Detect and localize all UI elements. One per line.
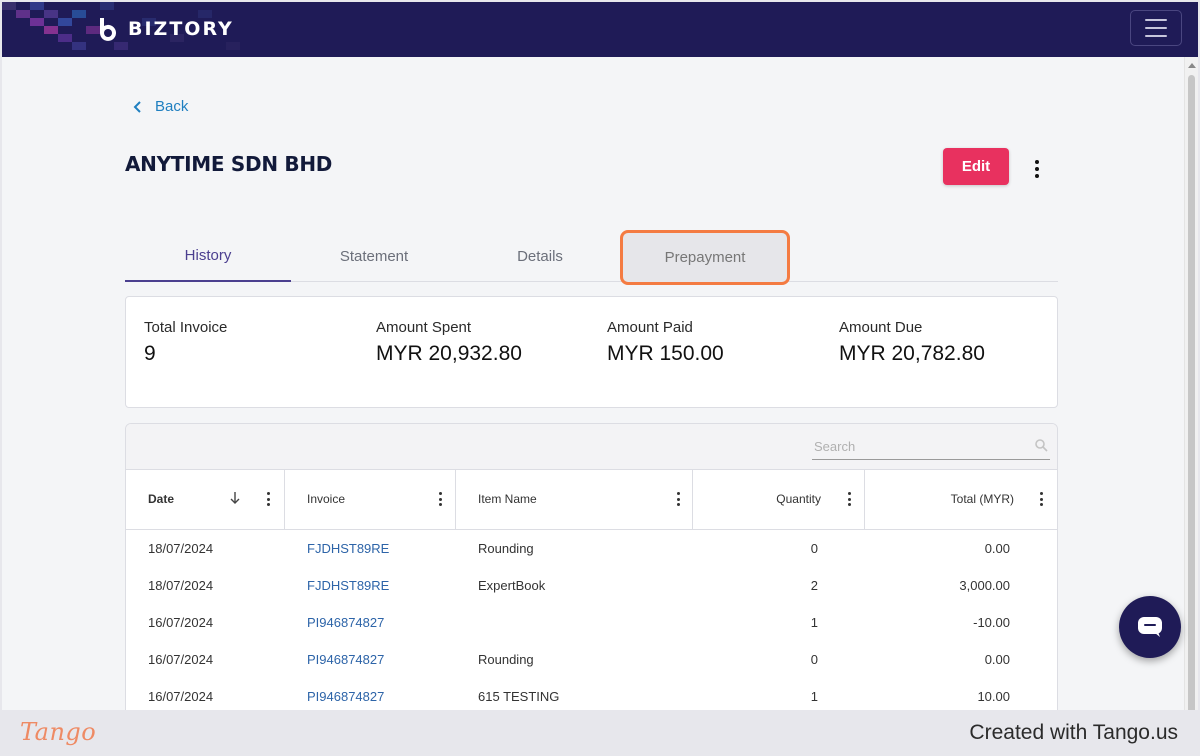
cell-item-name: ExpertBook — [478, 578, 546, 593]
column-menu-icon[interactable] — [264, 492, 272, 506]
summary-card: Total Invoice 9 Amount Spent MYR 20,932.… — [125, 296, 1058, 408]
cell-total: 10.00 — [977, 689, 1010, 704]
stat-label: Total Invoice — [144, 319, 228, 336]
tab-prepayment[interactable]: Prepayment — [620, 230, 790, 285]
column-menu-icon[interactable] — [674, 492, 682, 506]
brand-logo[interactable]: BIZTORY — [94, 15, 234, 43]
sort-descending-icon[interactable] — [229, 491, 241, 505]
tab-statement[interactable]: Statement — [339, 247, 409, 265]
tab-bar: History Statement Details Prepayment — [125, 230, 1058, 285]
edit-button[interactable]: Edit — [943, 148, 1009, 185]
cell-total: 3,000.00 — [959, 578, 1010, 593]
table-row[interactable]: 18/07/2024 FJDHST89RE Rounding 0 0.00 — [126, 530, 1057, 567]
column-menu-icon[interactable] — [1037, 492, 1045, 506]
column-header-quantity[interactable]: Quantity — [693, 470, 865, 530]
column-header-date[interactable]: Date — [126, 470, 285, 530]
cell-item-name: Rounding — [478, 652, 534, 667]
stat-amount-spent: Amount Spent MYR 20,932.80 — [376, 319, 536, 367]
column-header-invoice[interactable]: Invoice — [285, 470, 456, 530]
hamburger-line — [1145, 35, 1167, 37]
column-label: Total (MYR) — [950, 492, 1014, 506]
cell-date: 18/07/2024 — [148, 541, 214, 556]
invoice-link[interactable]: FJDHST89RE — [307, 541, 390, 556]
app-window: BIZTORY Back ANYTIME SDN BHD Edit Histor… — [2, 2, 1198, 710]
more-options-icon[interactable] — [1027, 158, 1047, 180]
page-scrollbar[interactable] — [1184, 57, 1198, 710]
column-menu-icon[interactable] — [436, 492, 444, 506]
invoice-link[interactable]: PI946874827 — [307, 689, 385, 704]
column-header-item-name[interactable]: Item Name — [456, 470, 693, 530]
chevron-left-icon — [133, 100, 141, 113]
stat-total-invoice: Total Invoice 9 — [144, 319, 304, 367]
hamburger-line — [1145, 19, 1167, 21]
scrollbar-thumb[interactable] — [1188, 75, 1195, 710]
stat-value: 9 — [144, 342, 156, 365]
column-label: Item Name — [478, 492, 537, 506]
stat-label: Amount Spent — [376, 319, 472, 336]
tango-logo: Tango — [20, 718, 97, 746]
chat-support-button[interactable] — [1119, 596, 1181, 658]
stat-label: Amount Due — [839, 319, 923, 336]
search-icon[interactable] — [1034, 438, 1048, 452]
scroll-up-arrow-icon[interactable] — [1188, 63, 1196, 68]
column-label: Invoice — [307, 492, 346, 506]
cell-quantity: 1 — [810, 615, 818, 630]
cell-date: 16/07/2024 — [148, 652, 214, 667]
cell-total: 0.00 — [984, 541, 1010, 556]
stat-value: MYR 150.00 — [607, 342, 724, 365]
tab-details[interactable]: Details — [517, 247, 563, 265]
table-row[interactable]: 16/07/2024 PI946874827 615 TESTING 1 10.… — [126, 678, 1057, 710]
stat-value: MYR 20,932.80 — [376, 342, 522, 365]
invoice-link[interactable]: FJDHST89RE — [307, 578, 390, 593]
top-navbar: BIZTORY — [2, 2, 1198, 57]
table-header: Date Invoice Item Name Quantity Tota — [126, 470, 1057, 530]
stat-amount-paid: Amount Paid MYR 150.00 — [607, 319, 767, 367]
column-label: Quantity — [776, 492, 821, 506]
menu-toggle-button[interactable] — [1130, 10, 1182, 46]
cell-item-name: Rounding — [478, 541, 534, 556]
cell-date: 18/07/2024 — [148, 578, 214, 593]
cell-item-name: 615 TESTING — [478, 689, 560, 704]
back-link[interactable]: Back — [133, 98, 188, 115]
table-toolbar — [126, 424, 1057, 470]
history-table: Date Invoice Item Name Quantity Tota — [125, 423, 1058, 710]
pixel-pattern-decoration — [2, 2, 240, 50]
table-row[interactable]: 18/07/2024 FJDHST89RE ExpertBook 2 3,000… — [126, 567, 1057, 604]
cell-quantity: 2 — [810, 578, 818, 593]
cell-date: 16/07/2024 — [148, 689, 214, 704]
column-label: Date — [148, 492, 175, 506]
search-input[interactable] — [812, 434, 1050, 460]
cell-total: 0.00 — [984, 652, 1010, 667]
stat-amount-due: Amount Due MYR 20,782.80 — [839, 319, 999, 367]
hamburger-line — [1145, 27, 1167, 29]
tab-history[interactable]: History — [125, 230, 291, 282]
cell-date: 16/07/2024 — [148, 615, 214, 630]
invoice-link[interactable]: PI946874827 — [307, 652, 385, 667]
brand-name: BIZTORY — [128, 18, 234, 40]
cell-quantity: 1 — [810, 689, 818, 704]
tango-footer: Tango Created with Tango.us — [0, 710, 1200, 756]
back-label: Back — [155, 98, 189, 115]
stat-label: Amount Paid — [607, 319, 693, 336]
table-row[interactable]: 16/07/2024 PI946874827 1 -10.00 — [126, 604, 1057, 641]
table-row[interactable]: 16/07/2024 PI946874827 Rounding 0 0.00 — [126, 641, 1057, 678]
chat-bubble-icon — [1138, 617, 1162, 637]
cell-quantity: 0 — [810, 541, 818, 556]
page-title: ANYTIME SDN BHD — [125, 152, 333, 176]
column-menu-icon[interactable] — [845, 492, 853, 506]
created-with-text: Created with Tango.us — [969, 721, 1178, 744]
stat-value: MYR 20,782.80 — [839, 342, 985, 365]
cell-total: -10.00 — [973, 615, 1010, 630]
cell-quantity: 0 — [810, 652, 818, 667]
biztory-logo-icon — [100, 18, 116, 41]
column-header-total[interactable]: Total (MYR) — [865, 470, 1057, 530]
invoice-link[interactable]: PI946874827 — [307, 615, 385, 630]
